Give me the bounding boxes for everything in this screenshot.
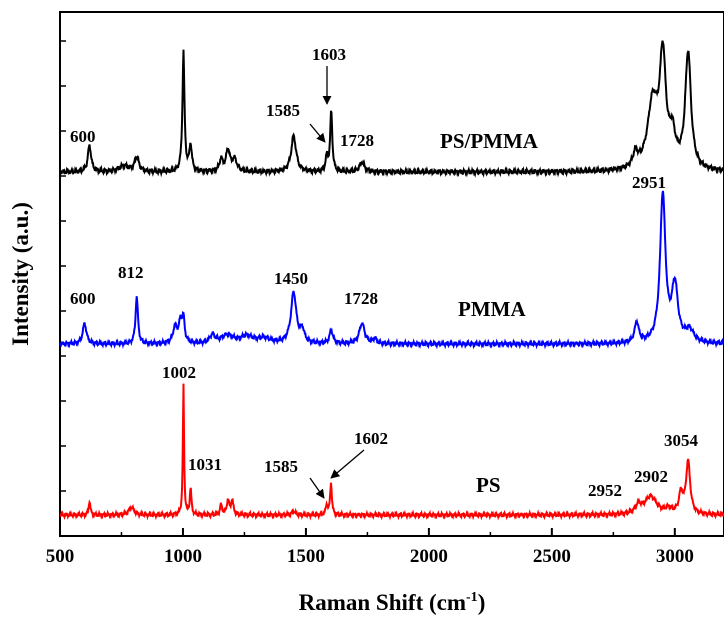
- x-axis-title-superscript: -1: [466, 590, 478, 605]
- peak-label: 2952: [588, 481, 622, 500]
- annotations-group: PS/PMMA PMMA PS 600 1585 1603 1728 2951 600 812 14…: [70, 45, 699, 500]
- spectra-group: [59, 40, 724, 521]
- y-axis-ticks: [60, 40, 66, 537]
- x-axis-title-close: ): [478, 590, 486, 615]
- peak-arrow: [330, 449, 365, 479]
- peak-label: 1728: [340, 131, 374, 150]
- series-line-pmma: [59, 190, 724, 350]
- plot-frame: [59, 11, 724, 537]
- x-axis-title-main: Raman Shift (cm: [299, 590, 466, 615]
- peak-arrow: [309, 123, 326, 143]
- peak-label: 2951: [632, 173, 666, 192]
- x-tick-label: 2500: [533, 546, 571, 567]
- peak-label: 812: [118, 263, 144, 282]
- peak-label: 1585: [266, 101, 300, 120]
- x-tick-label: 1500: [287, 546, 325, 567]
- peak-label: 1603: [312, 45, 346, 64]
- x-tick-label: 1000: [164, 546, 202, 567]
- peak-label: 1450: [274, 269, 308, 288]
- peak-label: 1602: [354, 429, 388, 448]
- series-label-ps: PS: [476, 473, 501, 497]
- peak-label: 600: [70, 289, 96, 308]
- peak-label: 1585: [264, 457, 298, 476]
- series-line-ps-pmma: [59, 40, 724, 178]
- peak-label: 1728: [344, 289, 378, 308]
- series-label-ps-pmma: PS/PMMA: [440, 129, 539, 153]
- peak-label: 3054: [664, 431, 699, 450]
- series-label-pmma: PMMA: [458, 297, 526, 321]
- x-tick-label: 2000: [410, 546, 448, 567]
- series-line-ps: [59, 383, 724, 521]
- peak-label: 600: [70, 127, 96, 146]
- x-tick-label: 500: [46, 546, 75, 567]
- x-axis-title: Raman Shift (cm-1): [299, 590, 486, 615]
- x-axis-ticks: 500 1000 1500 2000 2500 3000: [46, 528, 694, 567]
- y-axis-title: Intensity (a.u.): [8, 202, 33, 346]
- peak-label: 2902: [634, 467, 668, 486]
- x-tick-label: 3000: [656, 546, 694, 567]
- peak-label: 1031: [188, 455, 222, 474]
- peak-label: 1002: [162, 363, 196, 382]
- peak-arrow: [309, 477, 325, 499]
